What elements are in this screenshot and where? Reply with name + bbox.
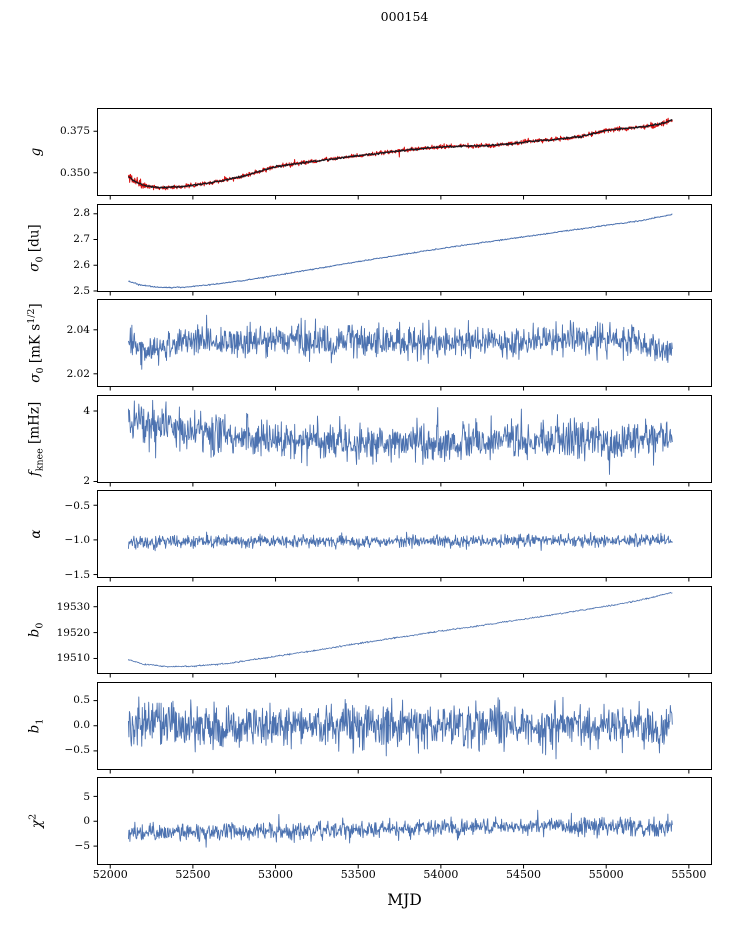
y-tick-label: 19530: [56, 600, 90, 613]
panel-sigma0-du: σ0 [du] 2.5 2.6 2.7 2.8: [27, 203, 712, 296]
axes-spines: [97, 394, 712, 483]
axes-spines: [97, 490, 712, 579]
y-tick-label: 2.02: [66, 367, 90, 380]
axes-spines: [97, 299, 712, 388]
panel-alpha: α −1.5 −1.0 −0.5: [28, 490, 712, 582]
plot-area-fknee: [93, 394, 712, 487]
axes-spines: [97, 203, 712, 292]
y-tick-label: 19510: [56, 652, 90, 665]
x-tick-label: 54500: [506, 868, 542, 881]
y-tick-label: −5: [74, 840, 90, 852]
panel-fknee: fknee [mHz] 2 4: [27, 394, 712, 487]
y-tick-label: 5: [83, 790, 90, 803]
y-axis-label-sigma0-du: σ0 [du]: [26, 223, 46, 272]
x-tick-label: 52500: [175, 868, 211, 881]
y-tick-label: 19520: [56, 626, 90, 639]
y-axis-label-g: g: [28, 147, 44, 157]
series-b0: [128, 591, 673, 668]
panels-column: g 0.350 0.375 σ0 [du] 2.5 2.6 2.7 2.8 σ0 [mK…: [26, 108, 712, 869]
y-axis-label-b1: b1: [26, 718, 46, 733]
axes-spines: [97, 585, 712, 674]
axes-spines: [97, 777, 712, 866]
x-tick-label: 55500: [671, 868, 707, 881]
y-tick-label: −0.5: [64, 499, 91, 512]
plot-area-alpha: [93, 490, 712, 582]
y-tick-label: 2.04: [66, 323, 90, 336]
series-sigma0-mk: [127, 314, 673, 370]
series-sigma0-du: [128, 213, 673, 289]
panel-b1: b1 −0.5 0.0 0.5: [27, 681, 712, 774]
y-axis-label-fknee: fknee [mHz]: [26, 401, 46, 477]
series-chi2: [127, 809, 673, 848]
axes-spines: [97, 108, 712, 196]
axes-spines: [97, 681, 712, 770]
x-tick-label: 54000: [423, 868, 459, 881]
x-axis-title: MJD: [387, 891, 422, 909]
panel-sigma0-mk: σ0 [mK s1/2] 2.02 2.04: [26, 299, 712, 391]
x-tick-label: 52000: [92, 868, 128, 881]
y-tick-label: 2.5: [73, 284, 90, 297]
plot-area-b0: [93, 585, 712, 678]
y-tick-label: 0.0: [73, 719, 90, 732]
plot-area-chi2: [93, 777, 712, 869]
series-alpha: [127, 532, 673, 552]
panel-chi2: χ2 −5 0 5: [27, 777, 712, 869]
y-tick-label: 0.375: [59, 124, 90, 137]
series-g-measured: [127, 117, 673, 191]
y-tick-label: −0.5: [64, 744, 91, 757]
series-fknee: [127, 399, 673, 475]
plot-area-sigma0-du: [93, 203, 712, 296]
x-tick-label: 53500: [340, 868, 376, 881]
y-axis-label-chi2: χ2: [27, 814, 45, 829]
y-tick-label: 2: [83, 475, 90, 488]
plot-area-g: [93, 108, 712, 200]
x-tick-label: 53000: [258, 868, 294, 881]
panel-b0: b0 19510 19520 19530: [27, 585, 712, 678]
y-tick-label: −1.5: [64, 568, 91, 581]
y-axis-label-alpha: α: [28, 529, 44, 539]
figure-title: 000154: [380, 9, 429, 24]
panel-g: g 0.350 0.375: [28, 108, 712, 200]
y-tick-label: 0.5: [73, 693, 90, 706]
y-tick-label: 0.350: [59, 166, 90, 179]
y-axis-label-sigma0-mk: σ0 [mK s1/2]: [25, 303, 47, 383]
y-tick-label: 2.8: [73, 207, 90, 220]
y-tick-label: 2.7: [73, 232, 90, 245]
x-tick-label: 55000: [588, 868, 624, 881]
series-g-fit: [127, 119, 673, 189]
y-tick-label: 4: [83, 404, 90, 417]
x-tick-labels: 52000 52500 53000 53500 54000 54500 55000 55500: [93, 868, 712, 883]
plot-area-sigma0-mk: [93, 299, 712, 391]
y-axis-label-b0: b0: [26, 622, 46, 638]
plot-area-b1: [93, 681, 712, 774]
y-tick-label: 0: [83, 815, 90, 828]
series-b1: [127, 696, 673, 759]
y-tick-label: 2.6: [73, 258, 90, 271]
y-tick-label: −1.0: [64, 534, 91, 546]
